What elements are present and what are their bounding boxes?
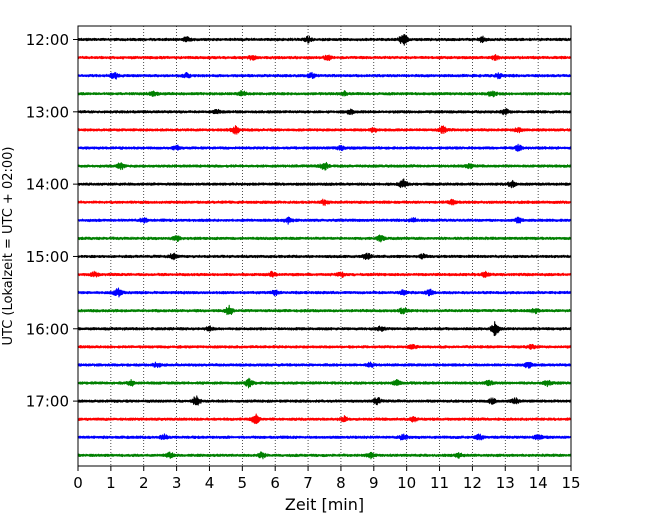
trace-1445 xyxy=(77,234,572,243)
y-tick-label: 12:00 xyxy=(26,31,69,49)
y-axis: 12:00 13:00 14:00 15:00 16:00 17:00 xyxy=(26,31,78,411)
grid-layer xyxy=(110,26,539,466)
trace-1700 xyxy=(77,395,572,406)
x-tick-label: 15 xyxy=(561,474,580,492)
trace-1645 xyxy=(77,377,572,389)
x-tick-label: 3 xyxy=(172,474,182,492)
trace-1730 xyxy=(77,433,572,441)
x-tick-label: 4 xyxy=(205,474,215,492)
trace-1715 xyxy=(77,413,572,425)
trace-1415 xyxy=(77,198,572,207)
x-tick-label: 14 xyxy=(529,474,548,492)
y-tick-label: 16:00 xyxy=(26,320,69,338)
trace-1600 xyxy=(77,321,572,337)
x-tick-label: 7 xyxy=(303,474,313,492)
plot-frame xyxy=(77,25,572,467)
trace-1515 xyxy=(77,270,572,278)
x-tick-label: 5 xyxy=(238,474,248,492)
trace-1230 xyxy=(77,71,572,80)
x-tick-label: 9 xyxy=(369,474,379,492)
trace-1530 xyxy=(77,287,572,298)
trace-1400 xyxy=(77,178,572,189)
x-tick-label: 13 xyxy=(496,474,515,492)
trace-1430 xyxy=(77,216,572,225)
trace-1300 xyxy=(77,108,572,116)
trace-1615 xyxy=(77,343,572,350)
y-tick-label: 15:00 xyxy=(26,248,69,266)
trace-1330 xyxy=(77,143,572,152)
trace-1315 xyxy=(77,125,572,135)
x-tick-label: 10 xyxy=(397,474,416,492)
trace-1245 xyxy=(77,90,572,98)
trace-1500 xyxy=(77,252,572,261)
x-tick-label: 0 xyxy=(73,474,83,492)
y-tick-label: 14:00 xyxy=(26,176,69,194)
x-tick-label: 8 xyxy=(336,474,346,492)
trace-1200 xyxy=(77,34,572,46)
y-tick-label: 17:00 xyxy=(26,393,69,411)
trace-1630 xyxy=(77,361,572,369)
x-tick-label: 12 xyxy=(463,474,482,492)
trace-1745 xyxy=(77,451,572,460)
x-tick-label: 6 xyxy=(270,474,280,492)
x-axis: 0 1 2 3 4 5 6 7 8 9 10 11 12 13 14 15 xyxy=(73,466,581,492)
y-axis-title: UTC (Lokalzeit = UTC + 02:00) xyxy=(1,147,16,346)
x-tick-label: 1 xyxy=(106,474,116,492)
trace-1345 xyxy=(77,161,572,171)
x-axis-title: Zeit [min] xyxy=(285,495,364,514)
trace-1545 xyxy=(77,304,572,316)
trace-layer xyxy=(77,34,572,460)
x-tick-label: 2 xyxy=(139,474,149,492)
x-tick-label: 11 xyxy=(430,474,449,492)
trace-1215 xyxy=(77,54,572,61)
y-tick-label: 13:00 xyxy=(26,103,69,121)
